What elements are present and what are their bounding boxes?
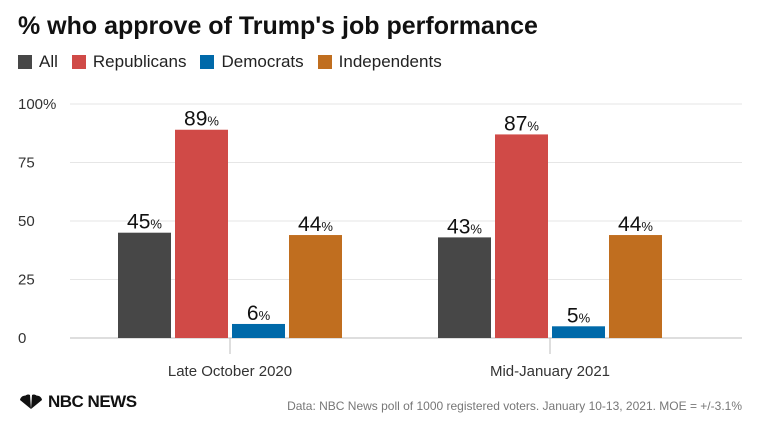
chart-title: % who approve of Trump's job performance (18, 12, 538, 40)
peacock-icon (20, 394, 42, 409)
x-tick-label: Mid-January 2021 (490, 363, 610, 380)
bar (495, 134, 548, 338)
data-label: 43% (447, 215, 482, 238)
y-tick-label: 50 (18, 213, 35, 230)
legend-swatch-democrats (200, 55, 215, 69)
bar (232, 323, 285, 338)
legend-swatch-all (18, 55, 32, 69)
legend-item-republicans: Republicans (71, 52, 187, 72)
legend-label-independents: Independents (338, 52, 442, 71)
bar (438, 237, 491, 338)
y-tick-label: 100% (18, 96, 56, 113)
legend-label-republicans: Republicans (92, 52, 187, 71)
data-label: 44% (618, 213, 653, 236)
bar (552, 326, 605, 338)
legend-swatch-republicans (71, 55, 86, 69)
nbc-news-logo: NBC NEWS (18, 392, 137, 412)
legend-swatch-independents (317, 55, 332, 69)
legend-label-all: All (39, 52, 58, 71)
source-note: Data: NBC News poll of 1000 registered v… (287, 399, 742, 413)
bar (175, 129, 228, 338)
y-tick-label: 75 (18, 155, 35, 172)
legend-label-democrats: Democrats (221, 52, 304, 71)
data-label: 89% (184, 108, 219, 131)
data-label: 6% (247, 302, 271, 325)
logo-text: NBC NEWS (48, 392, 137, 411)
y-tick-label: 25 (18, 272, 35, 289)
legend-item-all: All (18, 52, 58, 72)
bar (609, 235, 662, 338)
data-label: 5% (567, 304, 591, 327)
x-tick-label: Late October 2020 (168, 363, 292, 380)
legend-item-independents: Independents (317, 52, 442, 72)
data-label: 45% (127, 211, 162, 234)
legend-item-democrats: Democrats (200, 52, 304, 72)
bar (289, 235, 342, 338)
data-label: 87% (504, 112, 539, 135)
data-label: 44% (298, 213, 333, 236)
y-tick-label: 0 (18, 330, 26, 347)
legend: All Republicans Democrats Independents (18, 52, 456, 72)
bar (118, 232, 171, 338)
